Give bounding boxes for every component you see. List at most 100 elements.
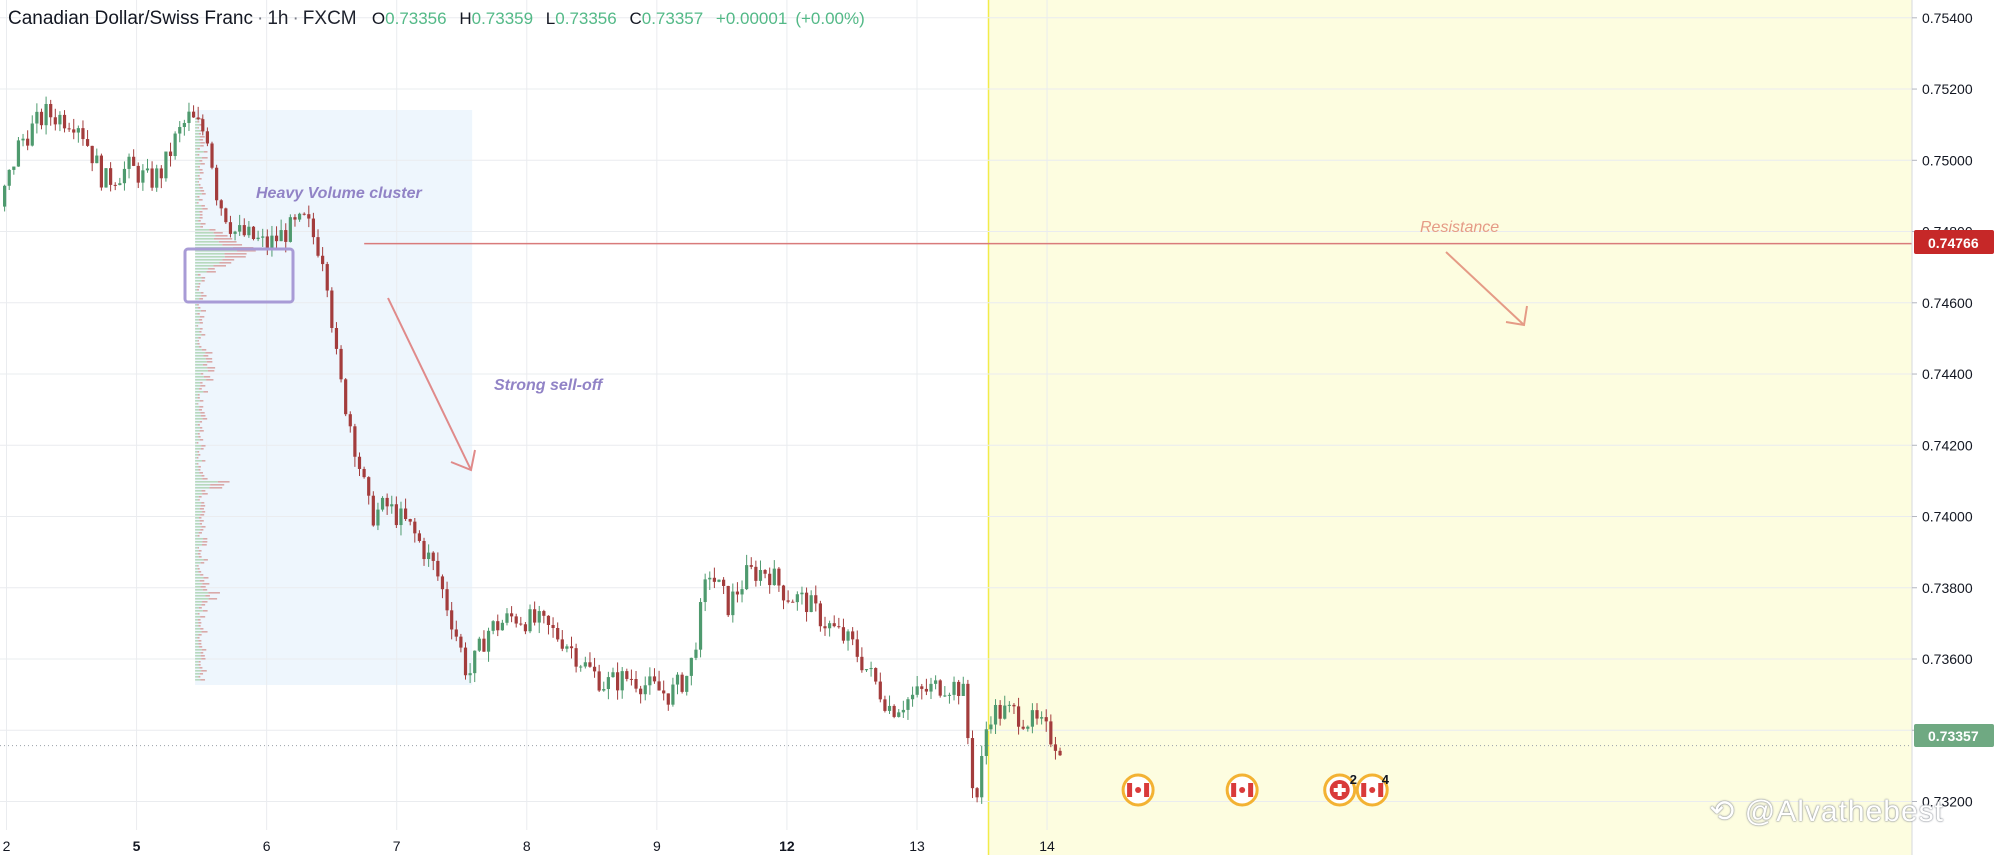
candle-body (717, 579, 721, 582)
candle-body (247, 226, 251, 236)
volume-bar-buy (195, 277, 202, 279)
volume-bar-buy (195, 154, 198, 156)
volume-bar-buy (195, 334, 202, 336)
maple-leaf-icon (1369, 787, 1376, 793)
candle-body (302, 213, 306, 215)
volume-bar-sell (203, 376, 211, 378)
candle-body (901, 709, 905, 713)
volume-bar-sell (205, 352, 213, 354)
volume-bar-buy (195, 583, 203, 585)
volume-bar-sell (198, 676, 201, 678)
candle-body (1016, 706, 1021, 727)
resistance-arrow-line[interactable] (1445, 251, 1525, 326)
volume-bar-sell (199, 400, 204, 402)
high-value: 0.73359 (471, 9, 534, 28)
volume-bar-sell (200, 385, 206, 387)
candle-body (537, 611, 541, 623)
volume-bar-sell (201, 334, 206, 336)
candle-body (330, 290, 334, 329)
volume-bar-buy (195, 568, 198, 570)
candle-body (284, 230, 288, 242)
volume-bar-sell (206, 361, 213, 363)
low-value: 0.73356 (555, 9, 617, 28)
sell-off-arrow-line[interactable] (387, 297, 472, 471)
volume-bar-buy (195, 607, 199, 609)
candle-body (910, 694, 915, 700)
candle-body (874, 668, 878, 682)
volume-bar-sell (201, 157, 208, 159)
volume-bar-sell (198, 466, 201, 468)
volume-bar-sell (203, 577, 209, 579)
volume-bar-buy (195, 466, 199, 468)
volume-bar-buy (195, 364, 203, 366)
volume-bar-buy (195, 460, 202, 462)
volume-bar-buy (195, 619, 198, 621)
volume-bar-buy (195, 358, 206, 360)
volume-bar-sell (200, 226, 204, 228)
candle-body (533, 609, 537, 623)
candle-body (7, 169, 11, 186)
volume-bar-sell (213, 265, 226, 267)
volume-bar-sell (202, 493, 208, 495)
volume-bar-sell (200, 415, 206, 417)
candle-body (938, 680, 942, 696)
interval-label[interactable]: 1h (267, 8, 289, 29)
volume-bar-buy (195, 184, 199, 186)
volume-bar-sell (199, 124, 203, 126)
volume-bar-buy (195, 622, 199, 624)
candle-body (878, 681, 882, 700)
candle-body (168, 151, 173, 157)
volume-bar-buy (195, 187, 200, 189)
volume-bar-buy (195, 457, 197, 459)
volume-bar-sell (198, 607, 202, 609)
candle-body (454, 629, 458, 637)
volume-bar-buy (195, 226, 201, 228)
volume-bar-buy (195, 139, 200, 141)
symbol-title[interactable]: Canadian Dollar/Swiss Franc (8, 8, 253, 29)
volume-bar-sell (198, 337, 201, 339)
canada-flag-band-left (1231, 783, 1237, 797)
volume-bar-buy (195, 220, 199, 222)
volume-bar-sell (199, 298, 204, 300)
volume-bar-buy (195, 631, 202, 633)
candle-body (1021, 726, 1025, 729)
candle-body (597, 671, 601, 691)
volume-bar-sell (197, 148, 200, 150)
volume-bar-buy (195, 418, 203, 420)
candle-body (445, 589, 449, 611)
candle-body (85, 139, 90, 146)
candle-body (662, 690, 666, 694)
volume-bar-sell (198, 643, 202, 645)
header-dot: · (292, 8, 299, 29)
candle-body (1030, 710, 1035, 727)
volume-bar-sell (200, 136, 205, 138)
volume-bar-buy (195, 667, 200, 669)
volume-bar-buy (195, 292, 201, 294)
volume-bar-buy (195, 427, 200, 429)
candle-body (39, 111, 44, 126)
volume-bar-sell (197, 313, 200, 315)
candle-body (182, 122, 186, 128)
resistance-price-badge (1914, 230, 1994, 254)
candle-body (500, 622, 504, 631)
candle-body (648, 676, 652, 686)
volume-bar-buy (195, 202, 198, 204)
candle-body (731, 591, 735, 616)
volume-bar-buy (195, 526, 202, 528)
volume-bar-buy (195, 382, 201, 384)
volume-bar-sell (202, 583, 210, 585)
candle-body (966, 683, 970, 739)
volume-bar-sell (201, 604, 206, 606)
volume-bar-sell (197, 196, 200, 198)
volume-cluster-box[interactable] (183, 247, 295, 304)
candle-body (256, 237, 260, 240)
volume-cluster-label: Heavy Volume cluster (256, 185, 422, 202)
volume-bar-sell (197, 535, 200, 537)
volume-bar-sell (197, 565, 199, 567)
volume-bar-buy (195, 274, 198, 276)
volume-bar-buy (195, 439, 200, 441)
candle-body (58, 114, 62, 125)
zones-layer (195, 0, 1912, 855)
volume-bar-sell (200, 616, 206, 618)
